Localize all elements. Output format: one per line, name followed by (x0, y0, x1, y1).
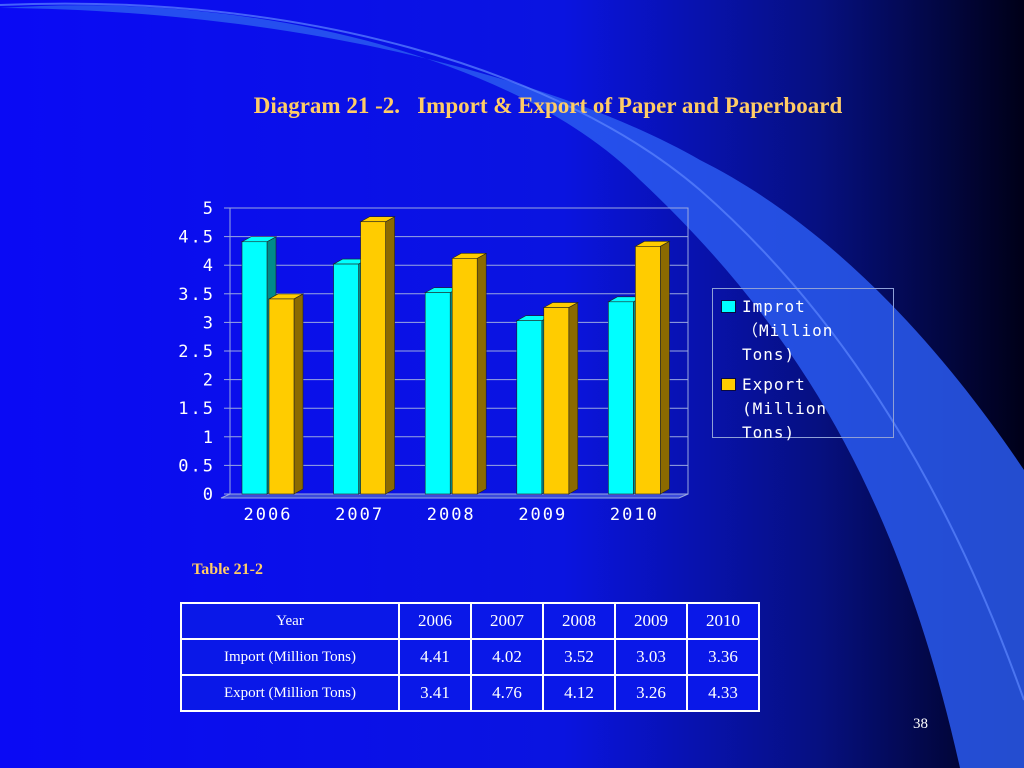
bar-side (293, 293, 304, 495)
bar (333, 263, 359, 495)
bar (241, 241, 268, 495)
table-cell: 3.36 (686, 638, 760, 676)
y-tick-label: 1.5 (178, 399, 215, 419)
chart-floor (220, 493, 689, 499)
decorative-curve-line (0, 2, 1024, 701)
table-cell: 4.76 (470, 674, 544, 712)
bar (543, 307, 570, 495)
bar (451, 258, 478, 495)
data-table: Year 2006 2007 2008 2009 2010 Import (Mi… (180, 602, 760, 712)
table-cell: 3.41 (398, 674, 472, 712)
decorative-curve (0, 5, 1024, 768)
table-header-cell: 2007 (470, 602, 544, 640)
bar-side (568, 302, 579, 495)
bar (608, 301, 634, 495)
table-cell: 4.02 (470, 638, 544, 676)
bar (268, 298, 295, 495)
table-row-label: Export (Million Tons) (180, 674, 400, 712)
table-header-cell: 2006 (398, 602, 472, 640)
legend-label-export: Export (Million Tons) (742, 375, 828, 442)
y-tick-label: 4 (203, 256, 215, 276)
bar (516, 320, 543, 495)
y-tick-label: 2.5 (178, 342, 215, 362)
table-cell: 3.26 (614, 674, 688, 712)
y-tick-label: 2 (203, 371, 215, 391)
table-cell: 4.33 (686, 674, 760, 712)
x-tick-label: 2007 (335, 505, 384, 525)
y-tick-label: 3 (203, 313, 215, 333)
table-header-row: Year 2006 2007 2008 2009 2010 (180, 602, 760, 640)
y-tick-label: 0 (203, 485, 215, 505)
table-header-cell: Year (180, 602, 400, 640)
table-cell: 4.12 (542, 674, 616, 712)
slide-title: Diagram 21 -2. Import & Export of Paper … (253, 93, 843, 118)
y-tick-label: 4.5 (178, 228, 215, 248)
chart-axis-ticks: 0 0.5 1 1.5 2 2.5 3 3.5 4 4.5 5 2006 2007 2008 2009 201… (178, 199, 659, 525)
table-cell: 3.03 (614, 638, 688, 676)
table-row-label: Import (Million Tons) (180, 638, 400, 676)
bar (635, 246, 661, 495)
legend-item-export: Export (Million Tons) (721, 373, 889, 445)
y-tick-label: 1 (203, 428, 215, 448)
table-header-cell: 2009 (614, 602, 688, 640)
chart-bars (240, 216, 671, 495)
table-caption: Table 21-2 (192, 561, 263, 578)
bar-chart: 0 0.5 1 1.5 2 2.5 3 3.5 4 4.5 5 2006 2007 2008 2009 201… (178, 199, 689, 525)
table-header-cell: 2010 (686, 602, 760, 640)
y-tick-label: 0.5 (178, 456, 215, 476)
chart-legend: Improt （Million Tons) Export (Million To… (712, 288, 894, 442)
legend-swatch-export (721, 378, 736, 391)
y-tick-label: 3.5 (178, 285, 215, 305)
table-header-cell: 2008 (542, 602, 616, 640)
bar (424, 292, 451, 495)
bar-side (660, 240, 670, 495)
table-row: Import (Million Tons) 4.41 4.02 3.52 3.0… (180, 638, 760, 676)
page-number: 38 (913, 716, 928, 732)
x-tick-label: 2010 (610, 505, 659, 525)
table-cell: 4.41 (398, 638, 472, 676)
table-cell: 3.52 (542, 638, 616, 676)
x-tick-label: 2008 (427, 505, 476, 525)
bar-side (385, 216, 395, 495)
x-tick-label: 2009 (518, 505, 567, 525)
legend-label-import: Improt （Million Tons) (742, 297, 834, 364)
legend-item-import: Improt （Million Tons) (721, 295, 889, 367)
bar-side (476, 252, 487, 495)
legend-swatch-import (721, 300, 736, 313)
y-tick-label: 5 (203, 199, 215, 219)
table-row: Export (Million Tons) 3.41 4.76 4.12 3.2… (180, 674, 760, 712)
x-tick-label: 2006 (244, 505, 293, 525)
bar (360, 221, 386, 495)
